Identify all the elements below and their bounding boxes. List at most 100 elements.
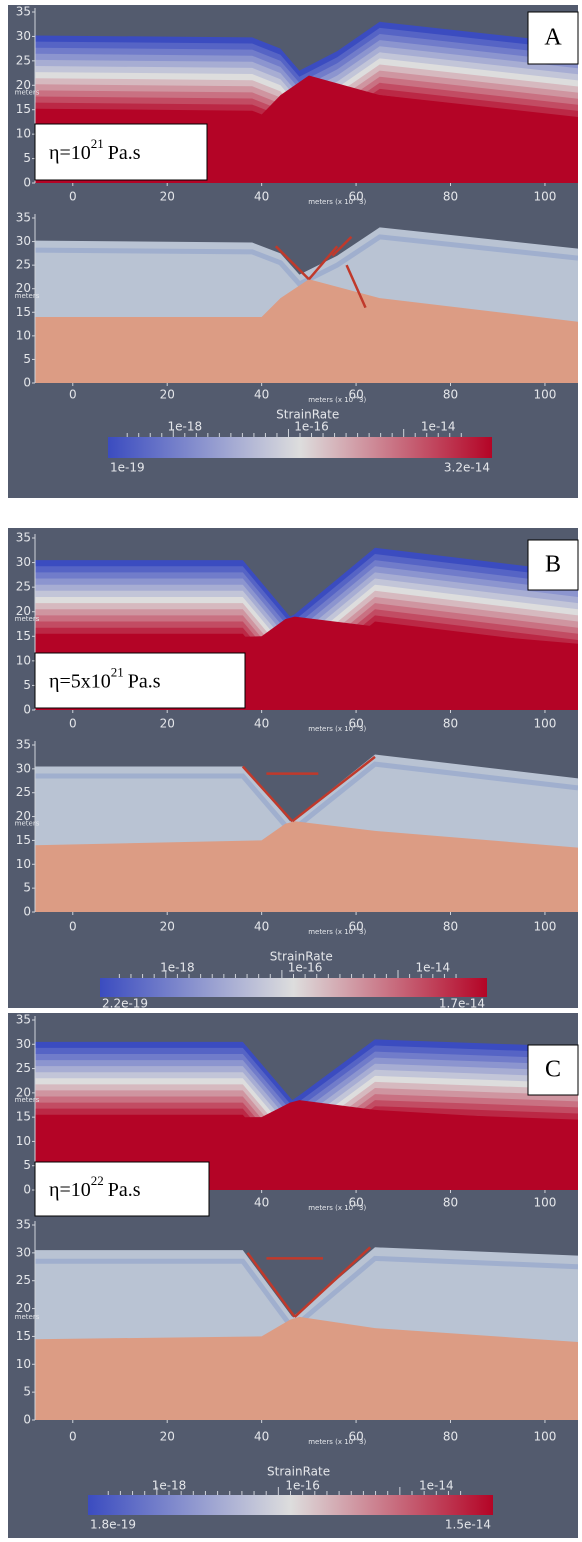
fault bbox=[307, 245, 339, 281]
y-tick-label: 25 bbox=[16, 785, 31, 799]
y-tick-label: 30 bbox=[16, 1245, 31, 1259]
x-axis-label: meters (x 10^3) bbox=[308, 1438, 366, 1446]
eta-text: η=5x1021 Pa.s bbox=[49, 664, 161, 692]
y-tick-label: 30 bbox=[16, 555, 31, 569]
eta-exponent: 22 bbox=[91, 1173, 104, 1188]
y-tick-label: 20 bbox=[16, 604, 31, 618]
colorbar-title: StrainRate bbox=[267, 1465, 330, 1479]
y-tick-label: 10 bbox=[16, 653, 31, 667]
x-tick-label: 100 bbox=[533, 1430, 556, 1444]
y-tick-label: 20 bbox=[16, 1085, 31, 1099]
y-tick-label: 10 bbox=[16, 857, 31, 871]
y-tick-label: 0 bbox=[23, 376, 31, 390]
colorbar-tick-label: 1e-16 bbox=[285, 1479, 320, 1493]
y-tick-label: 35 bbox=[16, 738, 31, 752]
x-axis-label: meters (x 10^3) bbox=[308, 198, 366, 206]
y-tick-label: 35 bbox=[16, 211, 31, 225]
eta-prefix: η=10 bbox=[49, 142, 91, 164]
y-tick-label: 5 bbox=[23, 1158, 31, 1172]
x-tick-label: 80 bbox=[443, 717, 458, 731]
y-tick-label: 25 bbox=[16, 1061, 31, 1075]
fault bbox=[246, 1252, 296, 1318]
colorbar-min: 2.2e-19 bbox=[102, 997, 148, 1011]
y-tick-label: 0 bbox=[23, 1413, 31, 1427]
lower-region bbox=[35, 821, 578, 912]
x-tick-label: 20 bbox=[160, 920, 175, 934]
x-tick-label: 40 bbox=[254, 1430, 269, 1444]
y-tick-label: 15 bbox=[16, 1110, 31, 1124]
x-tick-label: 80 bbox=[443, 1430, 458, 1444]
y-tick-label: 0 bbox=[23, 703, 31, 717]
x-tick-label: 0 bbox=[69, 190, 77, 204]
colorbar-title: StrainRate bbox=[276, 408, 339, 422]
y-tick-label: 35 bbox=[16, 5, 31, 19]
x-tick-label: 40 bbox=[254, 920, 269, 934]
y-tick-label: 0 bbox=[23, 905, 31, 919]
x-tick-label: 100 bbox=[533, 1196, 556, 1210]
eta-box bbox=[34, 123, 208, 181]
eta-text: η=1021 Pa.s bbox=[49, 136, 141, 164]
eta-text: η=1022 Pa.s bbox=[49, 1173, 141, 1201]
eta-exponent: 21 bbox=[91, 136, 104, 151]
x-tick-label: 40 bbox=[254, 1196, 269, 1210]
y-tick-label: 0 bbox=[23, 1183, 31, 1197]
fault bbox=[291, 755, 376, 823]
y-axis-label: meters bbox=[15, 1313, 40, 1321]
x-tick-label: 100 bbox=[533, 920, 556, 934]
plot-bottom bbox=[35, 754, 578, 912]
y-tick-label: 25 bbox=[16, 580, 31, 594]
x-tick-label: 60 bbox=[348, 1430, 363, 1444]
y-axis-label: meters bbox=[15, 1096, 40, 1104]
x-tick-label: 20 bbox=[160, 388, 175, 402]
y-tick-label: 25 bbox=[16, 53, 31, 67]
fault bbox=[345, 264, 367, 309]
fault bbox=[293, 1246, 372, 1318]
y-tick-label: 30 bbox=[16, 234, 31, 248]
x-tick-label: 0 bbox=[69, 388, 77, 402]
x-tick-label: 20 bbox=[160, 190, 175, 204]
colorbar-tick-label: 1e-16 bbox=[288, 961, 323, 975]
y-tick-label: 10 bbox=[16, 1357, 31, 1371]
surface-band bbox=[35, 234, 578, 288]
x-tick-label: 100 bbox=[533, 190, 556, 204]
x-axis-label: meters (x 10^3) bbox=[308, 1204, 366, 1212]
y-tick-label: 5 bbox=[23, 678, 31, 692]
colorbar-tick-label: 1e-18 bbox=[167, 420, 202, 434]
colorbar-max: 3.2e-14 bbox=[444, 461, 490, 475]
panel-label: C bbox=[545, 1057, 561, 1083]
x-tick-label: 20 bbox=[160, 1430, 175, 1444]
colorbar-title: StrainRate bbox=[270, 950, 333, 964]
colorbar-max: 1.5e-14 bbox=[445, 1518, 491, 1532]
x-tick-label: 100 bbox=[533, 388, 556, 402]
y-tick-label: 10 bbox=[16, 328, 31, 342]
x-tick-label: 60 bbox=[348, 190, 363, 204]
colorbar-min: 1.8e-19 bbox=[90, 1518, 136, 1532]
colorbar bbox=[108, 437, 492, 458]
x-tick-label: 60 bbox=[348, 388, 363, 402]
panel-label-box bbox=[527, 1044, 579, 1096]
y-tick-label: 10 bbox=[16, 127, 31, 141]
y-tick-label: 25 bbox=[16, 258, 31, 272]
fault bbox=[241, 765, 294, 823]
y-tick-label: 5 bbox=[23, 352, 31, 366]
x-tick-label: 80 bbox=[443, 388, 458, 402]
x-tick-label: 0 bbox=[69, 717, 77, 731]
panel-label: A bbox=[544, 25, 562, 51]
x-tick-label: 40 bbox=[254, 717, 269, 731]
x-tick-label: 40 bbox=[254, 388, 269, 402]
y-axis-label: meters bbox=[15, 89, 40, 97]
plot-bottom bbox=[35, 1246, 578, 1420]
y-tick-label: 15 bbox=[16, 102, 31, 116]
y-tick-label: 35 bbox=[16, 1218, 31, 1232]
y-tick-label: 35 bbox=[16, 531, 31, 545]
colorbar-tick-label: 1e-14 bbox=[416, 961, 451, 975]
panel-label-box bbox=[527, 11, 579, 65]
y-tick-label: 15 bbox=[16, 629, 31, 643]
y-tick-label: 20 bbox=[16, 809, 31, 823]
x-tick-label: 60 bbox=[348, 920, 363, 934]
x-tick-label: 60 bbox=[348, 717, 363, 731]
x-tick-label: 0 bbox=[69, 920, 77, 934]
y-tick-label: 5 bbox=[23, 881, 31, 895]
colorbar-tick-label: 1e-14 bbox=[421, 420, 456, 434]
